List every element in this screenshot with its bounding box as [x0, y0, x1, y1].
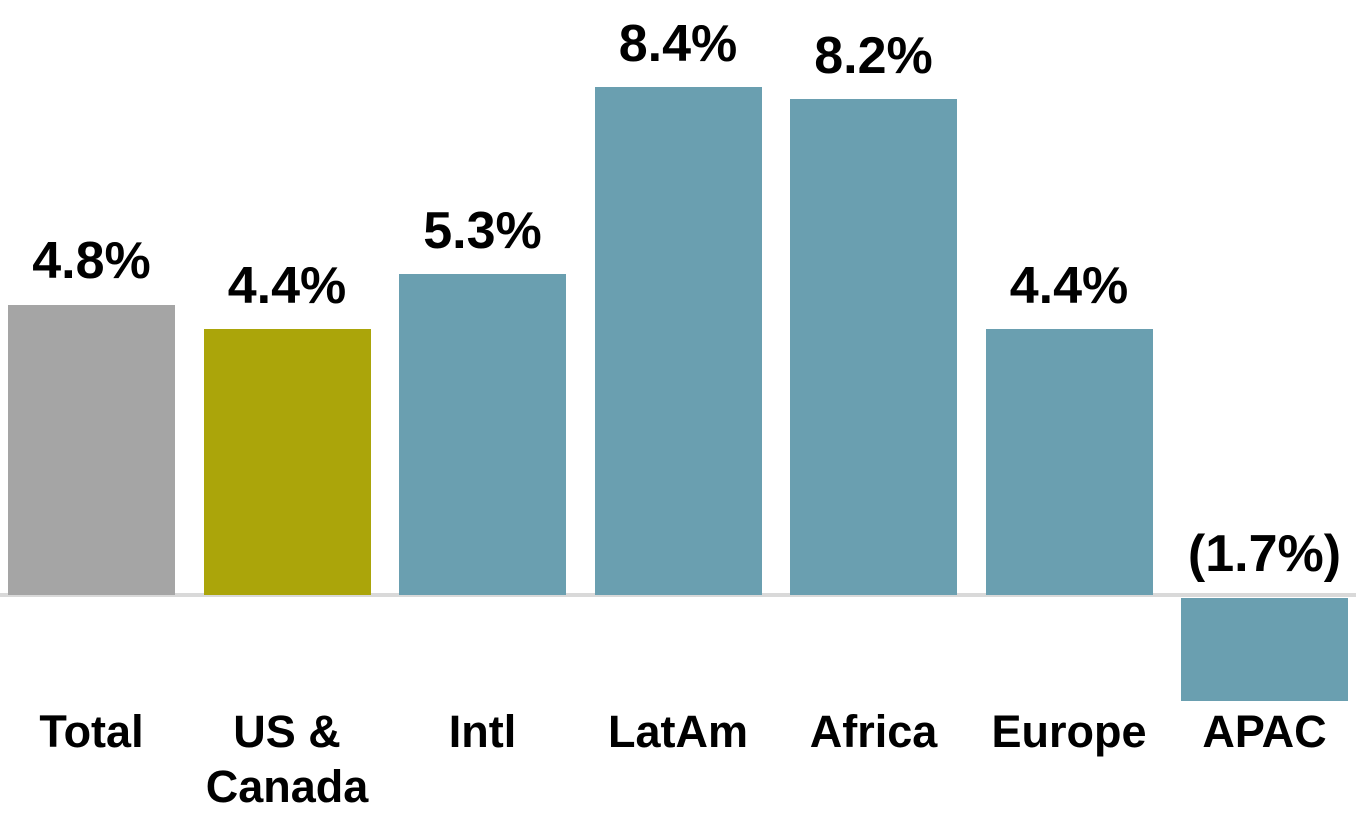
bar-intl [399, 274, 566, 595]
bar-africa [790, 98, 957, 595]
category-label-intl: Intl [448, 706, 517, 757]
value-label-total: 4.8% [32, 232, 151, 291]
bar-total [8, 304, 175, 595]
bar-europe [985, 328, 1153, 595]
category-label-latam: LatAm [607, 706, 748, 757]
category-label-africa: Africa [809, 706, 938, 757]
value-label-apac: (1.7%) [1187, 524, 1342, 583]
x-axis-line [0, 593, 1356, 597]
category-label-us-canada: US & Canada [205, 706, 369, 812]
bar-latam [594, 86, 762, 595]
value-label-africa: 8.2% [814, 26, 933, 85]
category-label-europe: Europe [991, 706, 1147, 757]
value-label-intl: 5.3% [423, 202, 542, 261]
category-label-total: Total [39, 706, 144, 757]
value-label-latam: 8.4% [618, 14, 738, 73]
value-label-us-canada: 4.4% [227, 256, 347, 315]
category-label-apac: APAC [1202, 706, 1327, 757]
bar-us-canada [203, 328, 371, 595]
bar-apac [1181, 598, 1348, 701]
value-label-europe: 4.4% [1009, 256, 1129, 315]
